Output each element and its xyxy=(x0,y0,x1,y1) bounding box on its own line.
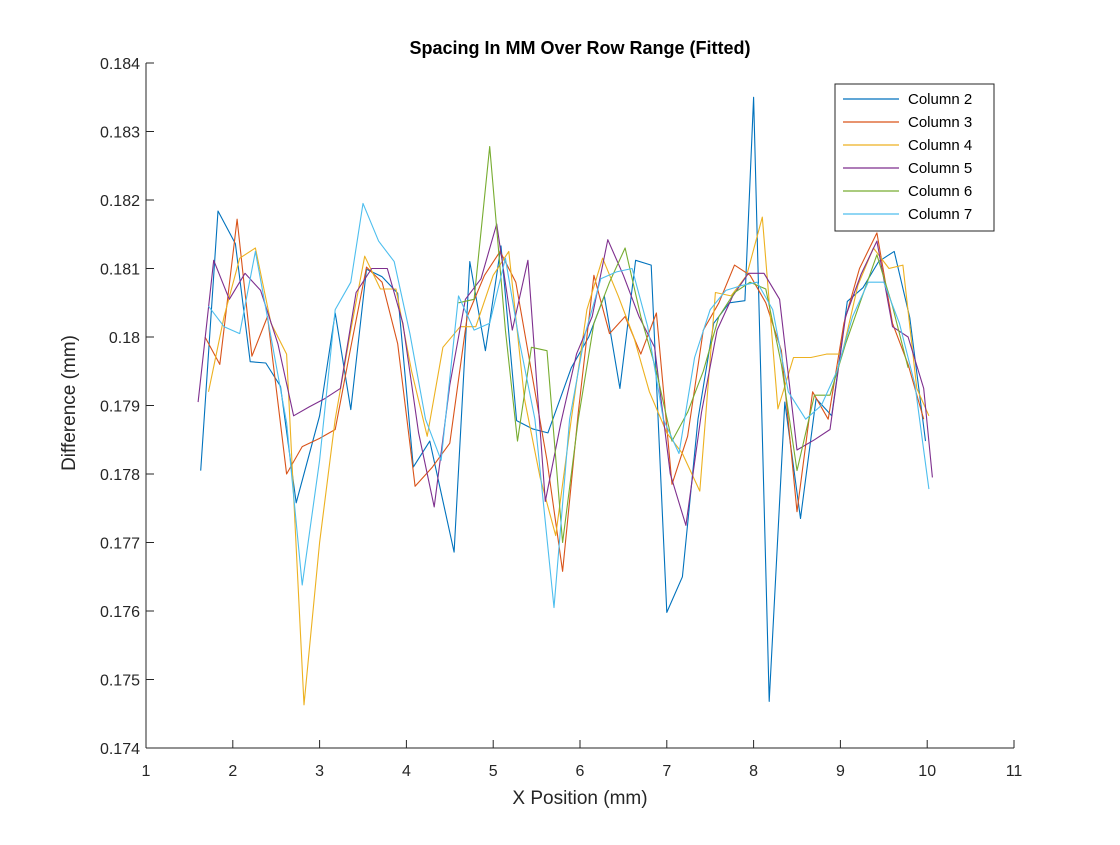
legend-label-4: Column 5 xyxy=(908,160,972,177)
x-tick-label: 5 xyxy=(489,763,498,780)
y-tick-label: 0.183 xyxy=(100,125,140,142)
legend-label-1: Column 2 xyxy=(908,91,972,108)
y-tick-label: 0.175 xyxy=(100,673,140,690)
x-tick-label: 2 xyxy=(228,763,237,780)
series-line-6 xyxy=(208,202,930,609)
series-line-4 xyxy=(197,223,933,526)
series-line-3 xyxy=(207,216,930,706)
legend-label-6: Column 7 xyxy=(908,206,972,223)
y-tick-label: 0.179 xyxy=(100,399,140,416)
x-tick-label: 6 xyxy=(576,763,585,780)
series-lines xyxy=(197,96,933,706)
y-tick-label: 0.178 xyxy=(100,467,140,484)
legend-label-3: Column 4 xyxy=(908,137,972,154)
y-tick-label: 0.18 xyxy=(109,330,140,347)
legend-label-2: Column 3 xyxy=(908,114,972,131)
x-tick-label: 3 xyxy=(315,763,324,780)
x-tick-label: 9 xyxy=(836,763,845,780)
legend-label-5: Column 6 xyxy=(908,183,972,200)
y-tick-label: 0.177 xyxy=(100,536,140,553)
y-tick-label: 0.184 xyxy=(100,56,140,73)
x-tick-label: 1 xyxy=(142,763,151,780)
legend: Column 2 Column 3 Column 4 Column 5 Column 6… xyxy=(834,83,995,232)
series-line-2 xyxy=(204,218,925,572)
series-line-5 xyxy=(458,146,909,544)
x-tick-label: 11 xyxy=(1006,763,1023,780)
y-tick-label: 0.174 xyxy=(100,741,140,758)
x-axis-ticks: 1 2 3 4 5 6 7 8 9 10 11 xyxy=(142,740,1023,780)
series-line-1 xyxy=(200,96,927,702)
legend-box xyxy=(834,83,995,232)
y-axis-ticks: 0.174 0.175 0.176 0.177 0.178 0.179 0.18 0.181 0… xyxy=(100,56,154,758)
x-tick-label: 10 xyxy=(918,763,936,780)
x-tick-label: 4 xyxy=(402,763,411,780)
x-axis-label: X Position (mm) xyxy=(512,788,647,809)
y-tick-label: 0.181 xyxy=(100,262,140,279)
x-tick-label: 7 xyxy=(662,763,671,780)
y-axis-label: Difference (mm) xyxy=(59,335,80,471)
y-tick-label: 0.182 xyxy=(100,193,140,210)
y-tick-label: 0.176 xyxy=(100,604,140,621)
x-tick-label: 8 xyxy=(749,763,758,780)
chart-title: Spacing In MM Over Row Range (Fitted) xyxy=(409,38,750,58)
